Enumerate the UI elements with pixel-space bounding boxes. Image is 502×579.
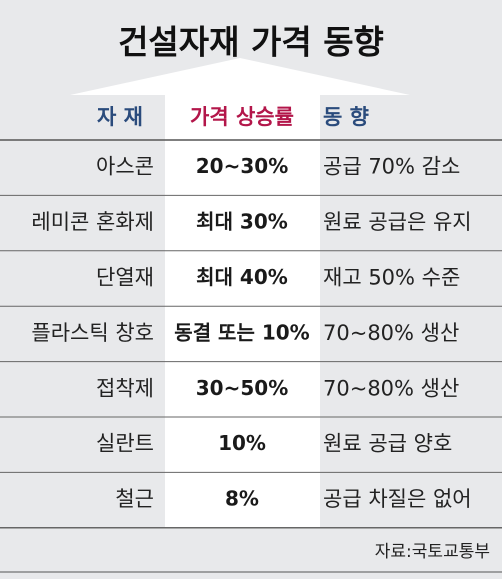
increase-rate: 30~50% [196, 376, 288, 400]
increase-rate: 8% [225, 487, 259, 511]
increase-rate: 최대 40% [196, 265, 288, 289]
source: 자료:국토교통부 [375, 542, 490, 562]
trend: 원료 공급 양호 [323, 432, 452, 456]
trend: 재고 50% 수준 [323, 266, 460, 290]
trend: 원료 공급은 유지 [323, 210, 472, 234]
material: 철근 [115, 487, 154, 511]
trend: 70~80% 생산 [323, 321, 459, 345]
column-header: 가격 상승률 [190, 105, 294, 129]
increase-rate: 동결 또는 10% [174, 320, 309, 344]
column-header: 동 향 [323, 105, 369, 129]
arrow-head [70, 58, 410, 95]
increase-rate: 20~30% [196, 154, 288, 178]
trend: 공급 차질은 없어 [323, 487, 472, 511]
material: 접착제 [96, 376, 154, 400]
title: 건설자재 가격 동향 [118, 23, 384, 62]
material: 레미콘 혼화제 [31, 210, 154, 234]
highlight-column [165, 95, 320, 528]
material: 단열재 [96, 266, 154, 290]
trend: 공급 70% 감소 [323, 155, 460, 179]
increase-rate: 10% [218, 431, 266, 455]
increase-rate: 최대 30% [196, 210, 288, 234]
material: 플라스틱 창호 [31, 321, 154, 345]
trend: 70~80% 생산 [323, 376, 459, 400]
material: 실란트 [96, 432, 154, 456]
column-header: 자 재 [97, 105, 143, 129]
material: 아스콘 [96, 155, 154, 179]
